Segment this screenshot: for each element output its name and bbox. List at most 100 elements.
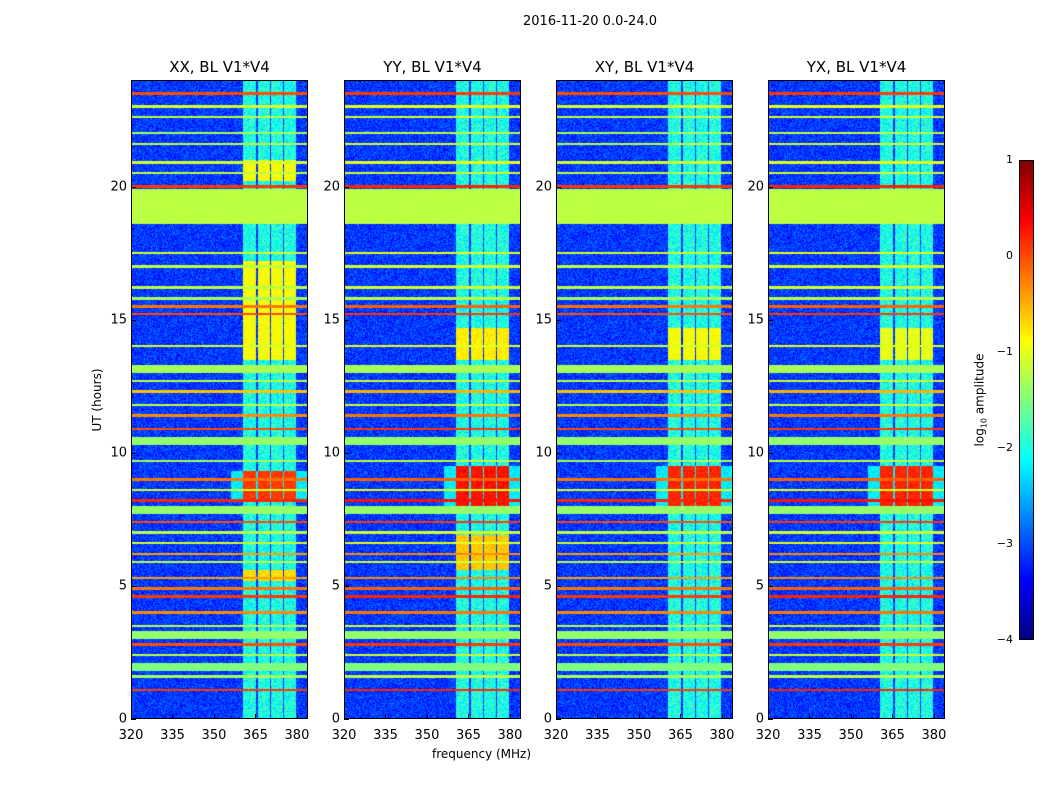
y-tick-mark — [344, 585, 349, 587]
y-tick-label: 0 — [118, 711, 127, 727]
x-tick-label: 350 — [626, 728, 652, 743]
x-tick-label: 350 — [838, 728, 864, 743]
colorbar — [1019, 160, 1034, 640]
y-tick-mark — [556, 452, 561, 454]
heatmap-image — [344, 80, 521, 719]
y-tick-label: 15 — [323, 312, 340, 328]
x-tick-mark — [344, 714, 345, 719]
y-tick-mark — [768, 585, 773, 587]
heatmap-image — [768, 80, 945, 719]
x-tick-label: 350 — [201, 728, 227, 743]
colorbar-tick-label: 0 — [1006, 249, 1013, 262]
y-tick-mark — [768, 452, 773, 454]
y-tick-mark — [344, 186, 349, 188]
colorbar-tick-label: −2 — [996, 441, 1013, 454]
colorbar-tick-label: −4 — [996, 633, 1013, 646]
y-tick-label: 10 — [110, 445, 127, 461]
x-tick-label: 335 — [373, 728, 398, 743]
y-tick-mark — [768, 319, 773, 321]
y-tick-label: 10 — [535, 445, 552, 461]
y-tick-label: 20 — [323, 179, 340, 194]
y-tick-label: 5 — [543, 578, 552, 594]
figure-title: 2016-11-20 0.0-24.0 — [523, 14, 657, 29]
y-tick-mark — [556, 719, 561, 720]
x-tick-mark — [638, 714, 640, 719]
x-tick-mark — [426, 714, 428, 719]
y-tick-label: 20 — [110, 179, 127, 194]
y-tick-mark — [131, 719, 136, 720]
colorbar-tick-label: 1 — [1006, 153, 1013, 166]
x-tick-label: 335 — [160, 728, 185, 743]
y-tick-mark — [556, 585, 561, 587]
x-tick-mark — [892, 714, 894, 719]
x-tick-mark — [296, 714, 298, 719]
y-tick-mark — [768, 186, 773, 188]
x-tick-label: 365 — [668, 728, 693, 743]
y-tick-label: 15 — [747, 312, 764, 328]
x-tick-mark — [680, 714, 682, 719]
panel-yy: YY, BL V1*V4 320 335 350 365 380 0 5 10 15 20 — [323, 58, 522, 743]
y-tick-mark — [556, 186, 561, 188]
panel-xx: XX, BL V1*V4 320 335 350 365 380 0 5 10 15 20 — [110, 58, 309, 743]
y-tick-mark — [344, 452, 349, 454]
y-tick-label: 0 — [543, 711, 552, 727]
y-tick-mark — [344, 319, 349, 321]
x-tick-label: 380 — [497, 728, 523, 743]
heatmap-image — [556, 80, 733, 719]
y-tick-label: 20 — [535, 179, 552, 194]
x-tick-label: 380 — [284, 728, 310, 743]
panel-xy: XY, BL V1*V4 320 335 350 365 380 0 5 10 15 20 — [535, 58, 734, 743]
x-tick-mark — [597, 714, 599, 719]
y-tick-label: 0 — [331, 711, 340, 727]
x-tick-mark — [172, 714, 174, 719]
x-tick-mark — [385, 714, 387, 719]
x-tick-mark — [721, 714, 723, 719]
x-tick-mark — [131, 714, 132, 719]
y-tick-label: 15 — [110, 312, 127, 328]
colorbar-label: log10 amplitude — [972, 353, 989, 447]
x-tick-label: 350 — [414, 728, 440, 743]
colorbar-tick-label: −1 — [996, 345, 1013, 358]
x-tick-mark — [255, 714, 257, 719]
x-tick-label: 365 — [456, 728, 481, 743]
x-tick-mark — [509, 714, 511, 719]
x-tick-label: 335 — [585, 728, 610, 743]
x-tick-label: 365 — [880, 728, 905, 743]
panel-title: YY, BL V1*V4 — [383, 58, 482, 76]
y-tick-label: 10 — [323, 445, 340, 461]
y-tick-label: 20 — [747, 179, 764, 194]
x-tick-label: 335 — [797, 728, 822, 743]
panel-title: YX, BL V1*V4 — [806, 58, 907, 76]
y-tick-mark — [131, 186, 136, 188]
y-tick-mark — [556, 319, 561, 321]
y-tick-label: 15 — [535, 312, 552, 328]
y-tick-mark — [344, 719, 349, 720]
x-tick-mark — [468, 714, 470, 719]
y-tick-mark — [131, 585, 136, 587]
y-tick-mark — [131, 452, 136, 454]
colorbar-tick-label: −3 — [996, 537, 1013, 550]
y-tick-label: 0 — [755, 711, 764, 727]
x-tick-label: 320 — [543, 728, 569, 743]
x-tick-label: 320 — [755, 728, 781, 743]
y-tick-label: 10 — [747, 445, 764, 461]
x-tick-label: 380 — [709, 728, 735, 743]
x-tick-mark — [556, 714, 557, 719]
panel-yx: YX, BL V1*V4 320 335 350 365 380 0 5 10 15 20 — [747, 58, 946, 743]
x-tick-label: 380 — [921, 728, 947, 743]
x-tick-label: 365 — [243, 728, 268, 743]
y-tick-mark — [131, 319, 136, 321]
panel-title: XX, BL V1*V4 — [169, 58, 270, 76]
x-tick-mark — [213, 714, 215, 719]
x-tick-mark — [768, 714, 769, 719]
x-tick-mark — [809, 714, 811, 719]
y-tick-label: 5 — [118, 578, 127, 594]
y-tick-mark — [768, 719, 773, 720]
x-tick-label: 320 — [331, 728, 357, 743]
x-tick-label: 320 — [118, 728, 144, 743]
y-axis-label: UT (hours) — [90, 368, 104, 432]
y-tick-label: 5 — [331, 578, 340, 594]
heatmap-image — [131, 80, 308, 719]
x-axis-label: frequency (MHz) — [432, 747, 532, 761]
